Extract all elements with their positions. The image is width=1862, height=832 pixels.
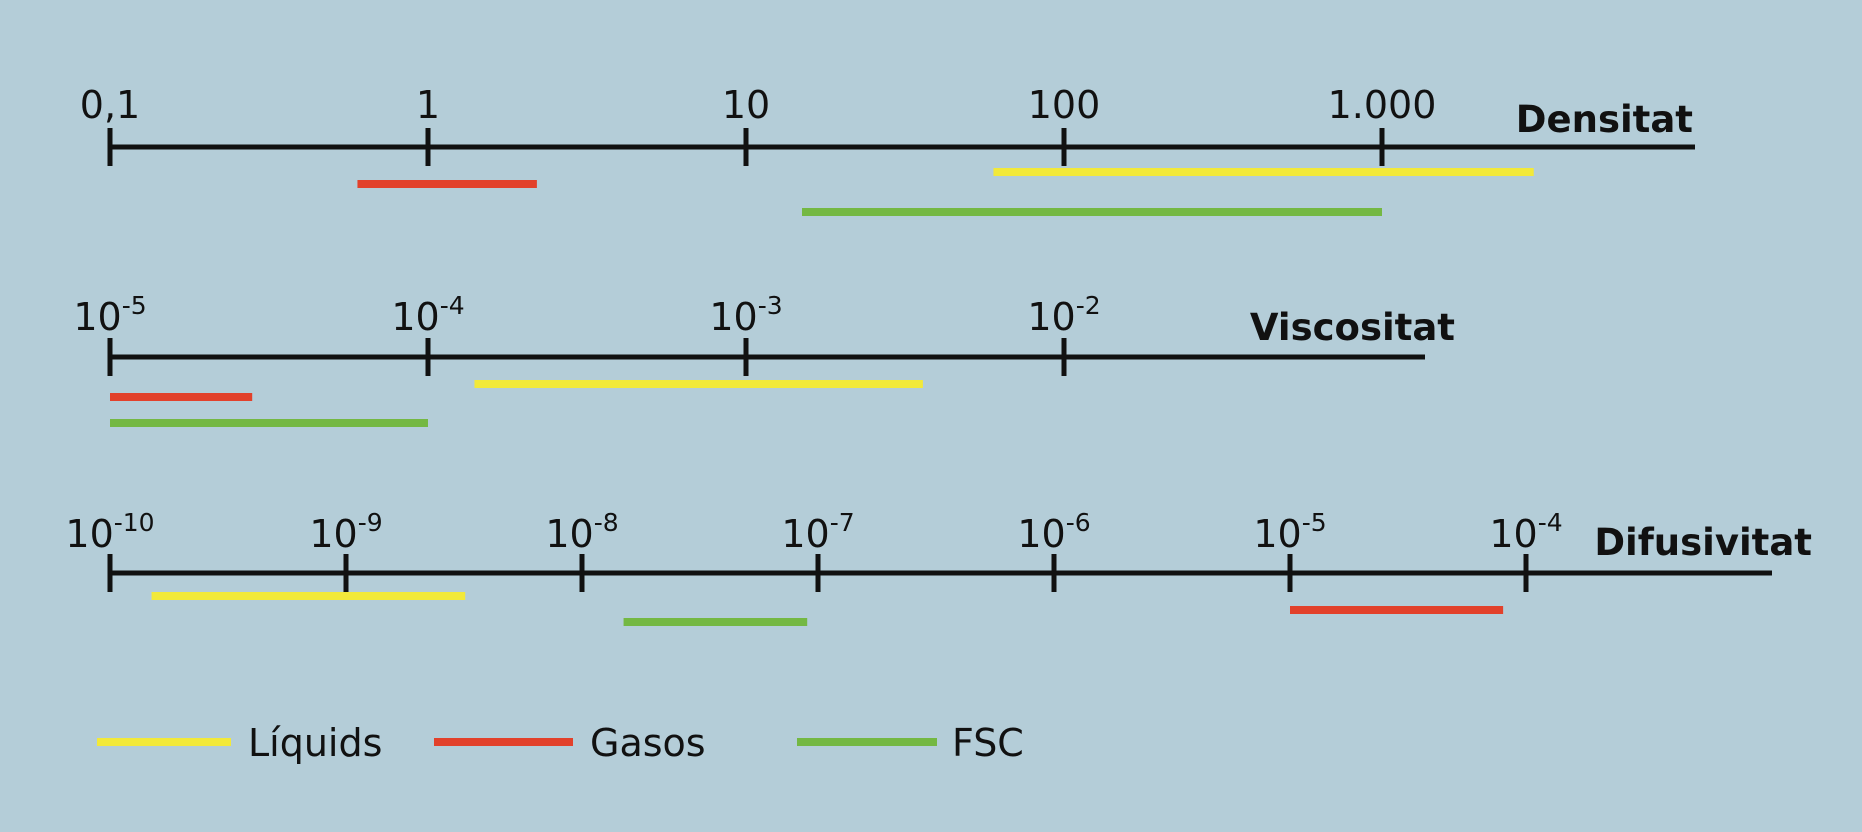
tick-label-base: 10 [309,512,357,556]
axis-name: Densitat [1516,98,1693,141]
legend: Líquids Gasos FSC [97,721,1024,765]
tick-label-base: 10 [1017,512,1065,556]
tick-label-base: 10 [709,295,757,339]
tick-label-base: 10 [1027,295,1075,339]
tick-label-exponent: -7 [830,508,855,537]
tick-label-exponent: -4 [440,291,465,320]
tick-label: 10-7 [781,508,854,556]
tick-label-base: 10 [391,295,439,339]
tick-label: 100 [1028,83,1101,127]
tick-label: 10-3 [709,291,782,339]
tick-label: 10-8 [545,508,618,556]
tick-label-base: 100 [1028,83,1101,127]
legend-label: FSC [952,721,1024,765]
tick-label-exponent: -10 [114,508,155,537]
tick-label-exponent: -6 [1066,508,1091,537]
tick-label: 10-9 [309,508,382,556]
legend-item: Gasos [434,721,706,765]
axis-name: Viscositat [1250,306,1455,349]
tick-label: 1 [416,83,440,127]
tick-label: 0,1 [80,83,140,127]
tick-label-base: 1 [416,83,440,127]
tick-label-base: 10 [73,295,121,339]
legend-item: Líquids [97,721,382,765]
tick-label-base: 0,1 [80,83,140,127]
tick-label: 10-4 [1489,508,1562,556]
tick-label: 10 [722,83,770,127]
legend-label: Líquids [248,721,382,765]
tick-label: 1.000 [1328,83,1437,127]
tick-label: 10-4 [391,291,464,339]
axis-group-densitat: 0,1 1 10 100 1.000 Densitat [80,83,1695,216]
axis-name: Difusivitat [1594,521,1812,564]
legend-label: Gasos [590,721,706,765]
tick-label-exponent: -3 [758,291,783,320]
tick-label-base: 1.000 [1328,83,1437,127]
tick-label-base: 10 [1489,512,1537,556]
tick-label: 10-5 [1253,508,1326,556]
tick-label-exponent: -5 [122,291,147,320]
tick-label-exponent: -5 [1302,508,1327,537]
tick-label-base: 10 [65,512,113,556]
tick-label: 10-6 [1017,508,1090,556]
tick-label: 10-2 [1027,291,1100,339]
tick-label-exponent: -4 [1538,508,1563,537]
tick-label-base: 10 [781,512,829,556]
tick-label-base: 10 [545,512,593,556]
tick-label-base: 10 [722,83,770,127]
tick-label: 10-5 [73,291,146,339]
tick-label: 10-10 [65,508,154,556]
tick-label-base: 10 [1253,512,1301,556]
tick-label-exponent: -2 [1076,291,1101,320]
legend-item: FSC [797,721,1024,765]
tick-label-exponent: -9 [358,508,383,537]
tick-label-exponent: -8 [594,508,619,537]
axis-group-difusivitat: 10-10 10-9 10-8 10-7 10-6 10-5 10-4 Difusivitat [65,508,1812,626]
